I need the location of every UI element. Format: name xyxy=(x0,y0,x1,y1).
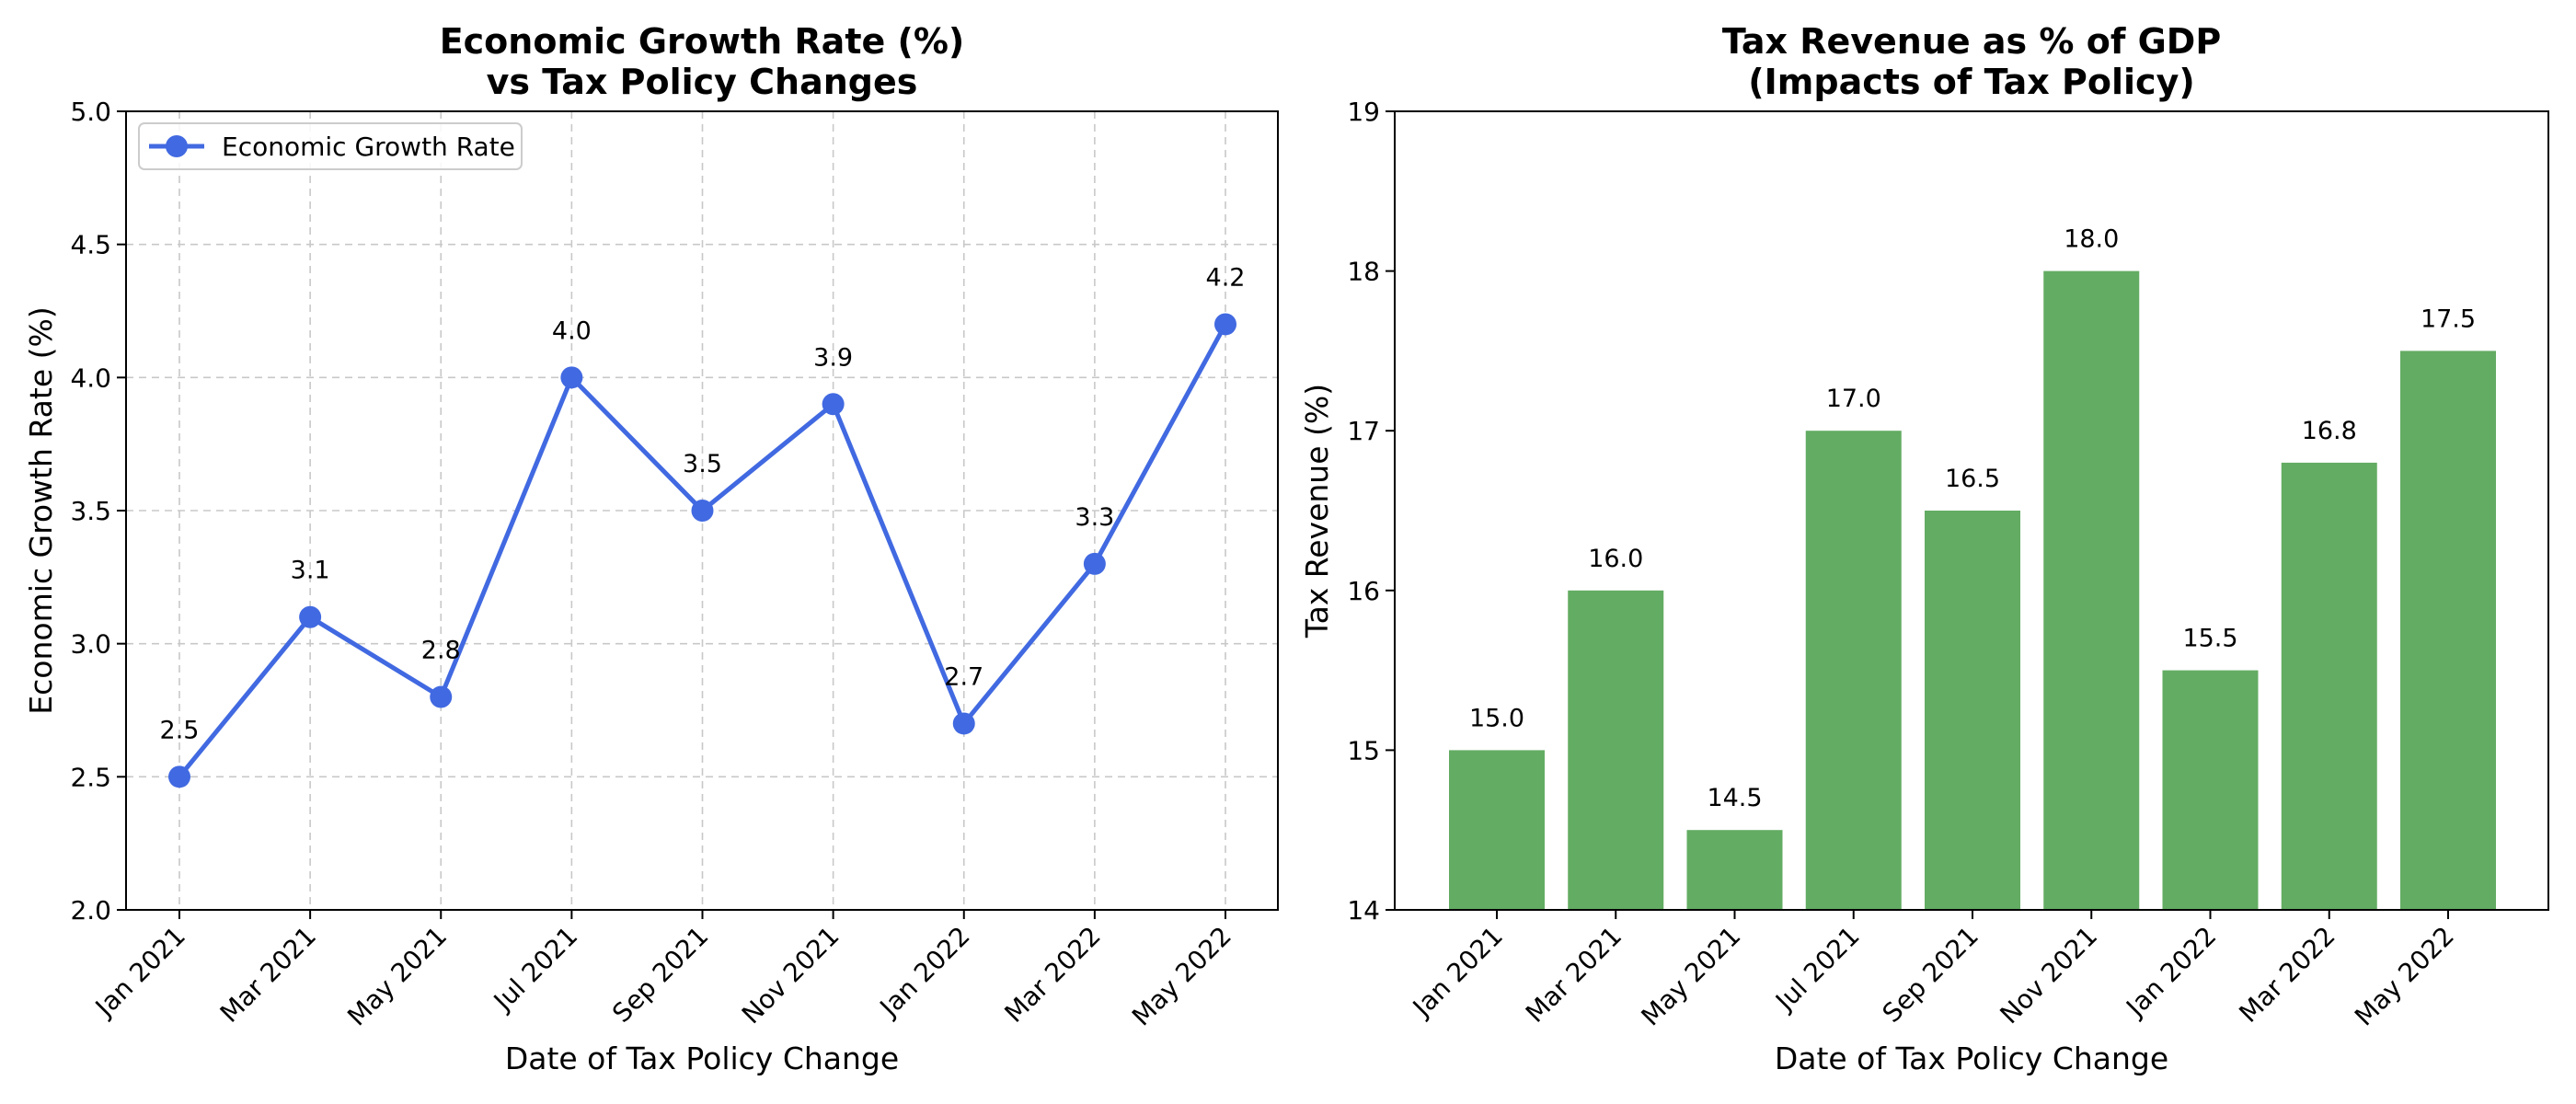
data-label-mar-2021: 16.0 xyxy=(1588,545,1643,573)
data-point-mar-2021 xyxy=(299,605,322,628)
y-axis-label: Economic Growth Rate (%) xyxy=(23,306,59,714)
x-tick-label: Jul 2021 xyxy=(487,921,583,1018)
data-label-nov-2021: 18.0 xyxy=(2064,225,2119,254)
bar-may-2021 xyxy=(1686,830,1783,910)
chart-title-line-2: vs Tax Policy Changes xyxy=(487,62,918,102)
data-label-jan-2021: 2.5 xyxy=(160,716,200,744)
y-tick-label: 4.5 xyxy=(70,230,111,260)
bar-mar-2022 xyxy=(2281,462,2377,910)
x-axis-ticks: Jan 2021 Mar 2021 May 2021 Jul 2021 Sep 2021… xyxy=(1406,910,2460,1032)
data-label-jul-2021: 4.0 xyxy=(552,316,592,345)
bar-mar-2021 xyxy=(1568,590,1664,910)
chart-title-line-1: Economic Growth Rate (%) xyxy=(440,21,965,62)
data-label-sep-2021: 16.5 xyxy=(1945,465,2000,493)
x-axis-label: Date of Tax Policy Change xyxy=(505,1041,899,1076)
x-tick-label: May 2022 xyxy=(2349,921,2460,1032)
data-label-mar-2021: 3.1 xyxy=(291,557,330,585)
chart-title-line-2: (Impacts of Tax Policy) xyxy=(1748,62,2194,102)
data-label-mar-2022: 16.8 xyxy=(2302,417,2357,445)
bars xyxy=(1449,270,2496,911)
x-tick-label: Jul 2021 xyxy=(1768,921,1865,1018)
chart-title-line-1: Tax Revenue as % of GDP xyxy=(1722,21,2221,62)
x-tick-label: Mar 2021 xyxy=(214,921,322,1029)
legend-entry-label: Economic Growth Rate xyxy=(222,132,515,162)
data-point-sep-2021 xyxy=(691,500,714,522)
x-tick-label: May 2021 xyxy=(341,921,453,1032)
x-tick-label: Mar 2022 xyxy=(998,921,1106,1029)
y-tick-label: 5.0 xyxy=(70,97,111,127)
data-point-jul-2021 xyxy=(560,366,583,389)
y-tick-label: 3.5 xyxy=(70,496,111,526)
y-axis-label: Tax Revenue (%) xyxy=(1299,384,1335,638)
bar-jul-2021 xyxy=(1805,431,1902,910)
series-economic-growth-rate xyxy=(168,313,1236,788)
bar-sep-2021 xyxy=(1925,511,2020,910)
legend: Economic Growth Rate xyxy=(138,122,523,170)
y-tick-label: 2.0 xyxy=(70,895,111,926)
y-axis-ticks: 2.0 2.5 3.0 3.5 4.0 4.5 5.0 xyxy=(70,97,126,926)
data-label-may-2021: 2.8 xyxy=(421,637,461,665)
data-label-nov-2021: 3.9 xyxy=(813,343,853,372)
data-point-mar-2022 xyxy=(1083,552,1106,575)
data-label-jul-2021: 17.0 xyxy=(1826,385,1881,413)
bar-jan-2021 xyxy=(1449,750,1545,910)
x-tick-label: Nov 2021 xyxy=(736,921,845,1030)
data-point-jan-2022 xyxy=(952,712,975,735)
x-tick-label: Jan 2022 xyxy=(873,921,976,1024)
x-tick-label: Mar 2022 xyxy=(2233,921,2340,1029)
plot-frame xyxy=(125,110,1279,911)
x-tick-label: Mar 2021 xyxy=(1520,921,1627,1029)
y-tick-label: 15 xyxy=(1347,735,1380,765)
bar-may-2022 xyxy=(2400,351,2496,910)
x-tick-label: Sep 2021 xyxy=(1877,921,1984,1029)
data-labels: 15.0 16.0 14.5 17.0 16.5 18.0 15.5 16.8 17.5 xyxy=(1469,225,2476,813)
x-tick-label: Jan 2021 xyxy=(88,921,191,1024)
x-tick-label: Sep 2021 xyxy=(606,921,714,1029)
y-tick-label: 14 xyxy=(1347,895,1380,926)
y-tick-label: 4.0 xyxy=(70,362,111,393)
data-label-jan-2022: 2.7 xyxy=(944,662,983,691)
data-label-jan-2021: 15.0 xyxy=(1469,704,1524,732)
y-tick-label: 2.5 xyxy=(70,762,111,792)
y-tick-label: 3.0 xyxy=(70,629,111,660)
x-tick-label: Nov 2021 xyxy=(1995,921,2104,1030)
tax-revenue-bar-chart: Tax Revenue as % of GDP (Impacts of Tax … xyxy=(1299,21,2549,1076)
y-tick-label: 18 xyxy=(1347,257,1380,287)
legend-marker-swatch xyxy=(166,135,188,157)
x-axis-ticks: Jan 2021 Mar 2021 May 2021 Jul 2021 Sep 2021… xyxy=(88,910,1237,1032)
data-point-jan-2021 xyxy=(168,765,190,788)
x-tick-label: Jan 2022 xyxy=(2119,921,2222,1024)
data-label-may-2022: 4.2 xyxy=(1206,263,1246,292)
data-point-may-2021 xyxy=(430,685,453,708)
data-label-mar-2022: 3.3 xyxy=(1075,503,1114,532)
y-tick-label: 17 xyxy=(1347,416,1380,446)
data-label-jan-2022: 15.5 xyxy=(2182,625,2237,653)
y-tick-label: 16 xyxy=(1347,576,1380,606)
plot-frame xyxy=(1394,110,2549,911)
x-tick-label: May 2021 xyxy=(1636,921,1747,1032)
growth-rate-line-chart: Economic Growth Rate (%) vs Tax Policy C… xyxy=(23,21,1279,1076)
x-axis-label: Date of Tax Policy Change xyxy=(1775,1041,2168,1076)
x-tick-label: May 2022 xyxy=(1126,921,1237,1032)
x-tick-label: Jan 2021 xyxy=(1406,921,1509,1024)
data-labels: 2.5 3.1 2.8 4.0 3.5 3.9 2.7 3.3 4.2 xyxy=(160,263,1246,744)
bar-nov-2021 xyxy=(2043,270,2140,911)
data-point-may-2022 xyxy=(1214,313,1236,336)
data-point-nov-2021 xyxy=(822,393,845,416)
y-axis-ticks: 14 15 16 17 18 19 xyxy=(1347,97,1395,926)
data-label-may-2021: 14.5 xyxy=(1707,784,1762,812)
data-label-sep-2021: 3.5 xyxy=(683,450,722,478)
legend-box xyxy=(138,122,523,170)
bar-jan-2022 xyxy=(2162,670,2259,910)
y-tick-label: 19 xyxy=(1347,97,1380,127)
data-label-may-2022: 17.5 xyxy=(2421,305,2476,333)
